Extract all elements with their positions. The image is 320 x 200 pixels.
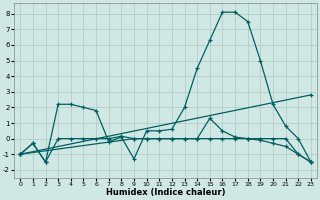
X-axis label: Humidex (Indice chaleur): Humidex (Indice chaleur) — [106, 188, 225, 197]
